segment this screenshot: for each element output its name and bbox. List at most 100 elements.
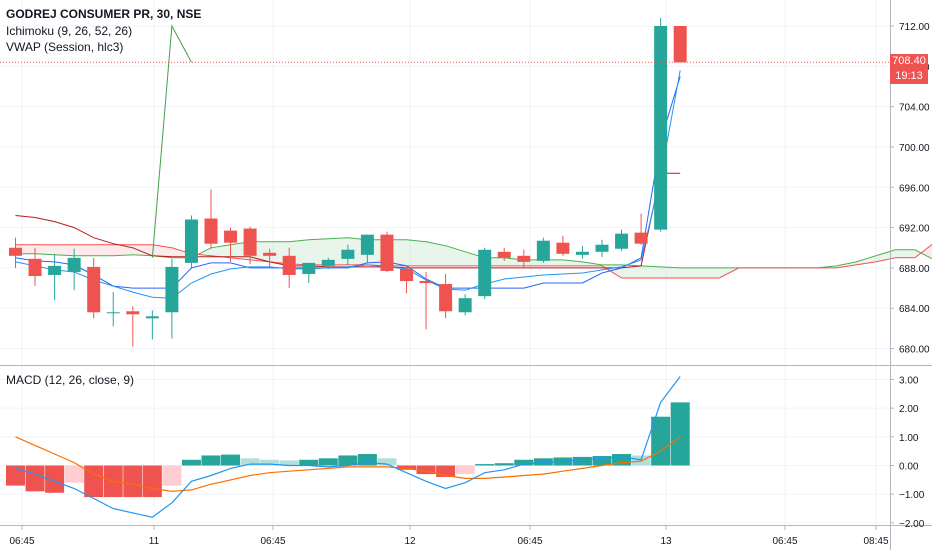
candle-body [439, 284, 453, 312]
candle-body [106, 312, 120, 314]
candle-body [517, 255, 531, 262]
time-tick-label: 08:45 [863, 536, 888, 547]
candle-body [184, 219, 198, 263]
cloud-segment [426, 241, 446, 266]
cloud-segment [621, 264, 642, 278]
cloud-segment [660, 266, 681, 278]
macd-histogram-bar [84, 465, 104, 498]
cloud-segment [641, 265, 661, 278]
time-tick-label: 06:45 [260, 536, 285, 547]
macd-histogram-bar [299, 459, 319, 466]
price-tick-label: 712.00 [899, 22, 930, 33]
candle-body [341, 249, 355, 259]
cloud-segment [543, 259, 563, 266]
candle-body [28, 258, 42, 276]
candle-body [497, 251, 511, 258]
cloud-segment [680, 267, 700, 278]
candle-body [243, 228, 257, 256]
cloud-segment [93, 244, 114, 256]
macd-histogram-bar [612, 454, 632, 466]
cloud-segment [35, 244, 55, 255]
candle-body [204, 218, 218, 244]
macd-histogram-bar [377, 458, 397, 466]
time-tick-label: 11 [149, 536, 160, 547]
macd-histogram-bar [572, 456, 592, 466]
vwap-line [15, 70, 681, 299]
vwap-legend: VWAP (Session, hlc3) [6, 40, 124, 54]
macd-histogram-bar [123, 465, 143, 498]
ichimoku-legend: Ichimoku (9, 26, 52, 26) [6, 24, 133, 38]
cloud-segment [406, 239, 427, 266]
price-tick-label: 684.00 [899, 304, 930, 315]
signal-line [15, 436, 681, 492]
chart-title: GODREJ CONSUMER PR, 30, NSE [6, 7, 202, 21]
macd-histogram-bar [357, 454, 377, 466]
conversion-line [15, 76, 681, 289]
last-price-label: 708.40 [890, 54, 928, 69]
candle-body [67, 257, 81, 272]
macd-histogram-bar [181, 459, 201, 466]
macd-histogram-bar [475, 464, 495, 466]
macd-histogram-bar [592, 456, 612, 466]
time-tick-label: 06:45 [9, 536, 34, 547]
candle-body [302, 262, 316, 274]
candle-body [634, 232, 648, 244]
time-tick-label: 06:45 [772, 536, 797, 547]
indicator-lines [15, 24, 681, 299]
candle-body [145, 316, 159, 319]
cloud-segment [54, 244, 75, 256]
price-tick-label: 700.00 [899, 143, 930, 154]
time-tick-label: 12 [404, 536, 416, 547]
macd-histogram-bar [221, 454, 241, 466]
macd-histogram-bar [318, 458, 338, 466]
macd-histogram-bar [514, 459, 534, 466]
candle-body [224, 230, 238, 243]
macd-histogram-bar [240, 458, 260, 466]
candle-body [595, 244, 609, 252]
lagging-span [151, 24, 192, 258]
candle-body [321, 259, 335, 266]
cloud-segment [308, 238, 329, 265]
candle-body [673, 26, 687, 63]
cloud-segment [74, 244, 94, 256]
macd-tick-label: −1.00 [899, 490, 925, 501]
macd-histogram-bar [670, 402, 690, 466]
candle-body [458, 298, 472, 313]
macd-histogram-bar [162, 465, 182, 486]
candle-body [556, 242, 570, 254]
cloud-segment [699, 267, 720, 278]
candle-body [282, 255, 296, 275]
candle-body [536, 240, 550, 261]
macd-histogram-bar [533, 458, 553, 466]
candle-body [478, 249, 492, 297]
candle-body [615, 233, 629, 249]
macd-line [15, 376, 681, 518]
macd-histogram-bar [6, 465, 25, 486]
ichimoku-cloud [15, 237, 932, 279]
candle-body [9, 247, 22, 256]
candle-body [380, 234, 394, 271]
candle-body [575, 251, 589, 255]
candle-body [360, 234, 374, 255]
macd-histogram-bar [436, 465, 456, 477]
cloud-segment [132, 244, 153, 256]
candle-body [48, 265, 62, 275]
price-tick-label: 688.00 [899, 264, 930, 275]
candle-body [400, 268, 413, 282]
candle-body [165, 266, 179, 313]
macd-histogram-bar [142, 465, 162, 498]
macd-tick-label: 2.00 [899, 404, 919, 415]
macd-tick-label: −2.00 [899, 519, 925, 530]
candle-body [654, 26, 668, 230]
macd-histogram-bar [416, 465, 436, 475]
price-tick-label: 680.00 [899, 345, 930, 356]
cloud-segment [895, 249, 915, 258]
cloud-segment [562, 259, 583, 266]
macd-histogram-bar [64, 465, 84, 483]
cloud-segment [113, 244, 133, 256]
price-tick-label: 696.00 [899, 183, 930, 194]
macd-histogram-bar [279, 460, 299, 466]
macd-legend: MACD (12, 26, close, 9) [6, 373, 135, 387]
